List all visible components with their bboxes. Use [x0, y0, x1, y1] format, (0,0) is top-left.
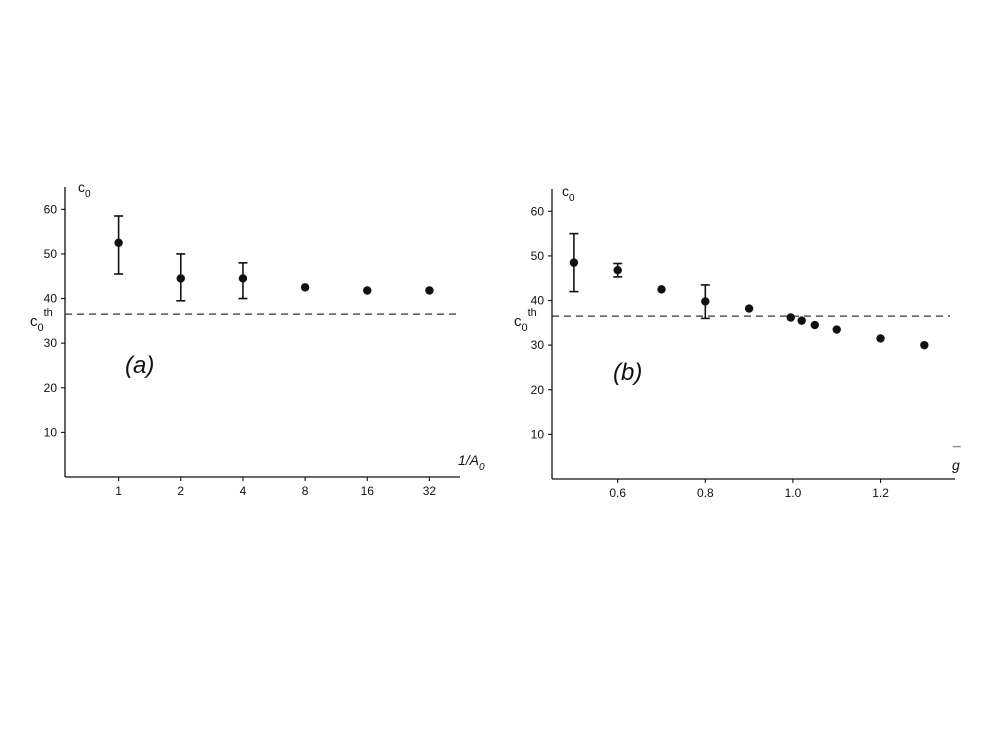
panel-a-y-tick-label: 50 — [44, 247, 58, 261]
panel-b-x-title: g — [952, 457, 960, 473]
panel-a-x-tick-label: 32 — [423, 484, 437, 498]
panel-a-y-tick-label: 20 — [44, 381, 58, 395]
panel-b-y-title: c0 — [562, 183, 575, 204]
panel-b-data-point — [810, 320, 820, 330]
panel-a-data-point — [425, 286, 434, 295]
panel-a-label: (a) — [125, 352, 154, 379]
panel-a-data-point — [176, 274, 185, 283]
panel-b-ref-label: c0th — [514, 307, 537, 334]
panel-a-y-tick-label: 10 — [44, 425, 58, 439]
panel-a-data-point — [363, 286, 372, 295]
panel-b-data-point — [657, 285, 666, 294]
panel-b-y-tick-label: 20 — [531, 383, 545, 397]
panel-b-x-tick-label: 0.8 — [697, 486, 714, 500]
panel-b-x-tick-label: 0.6 — [609, 486, 626, 500]
panel-b-data-point — [832, 325, 841, 334]
panel-a-data-point — [238, 274, 248, 283]
panel-b-data-point — [744, 304, 754, 313]
panel-a-x-title: 1/A0 — [458, 452, 485, 473]
panel-a-ref-label: c0th — [30, 307, 53, 334]
panel-b: c0 g ¯ (b) c0th 10 20 30 40 50 60 0.6 0.8 1.0 1.2 — [514, 183, 961, 500]
panel-a: c0 1/A0 (a) c0th 10 20 30 40 50 60 1 2 4 8 16 32 — [30, 179, 485, 498]
panel-b-label: (b) — [613, 359, 642, 386]
panel-b-y-tick-label: 10 — [531, 427, 545, 441]
panel-b-y-tick-label: 50 — [531, 249, 545, 263]
panel-b-data-point — [701, 297, 710, 306]
panel-b-y-tick-label: 30 — [531, 338, 545, 352]
panel-b-data-point — [786, 313, 795, 322]
panel-a-x-tick-label: 2 — [177, 484, 184, 498]
panel-a-x-tick-label: 1 — [115, 484, 122, 498]
panel-b-data-point — [920, 340, 929, 350]
panel-b-y-tick-label: 60 — [531, 204, 545, 218]
panel-b-y-tick-label: 40 — [531, 294, 545, 308]
panel-b-data-point — [797, 316, 806, 325]
panel-b-data-point — [876, 334, 885, 343]
panel-a-x-tick-label: 16 — [361, 484, 375, 498]
panel-a-y-tick-label: 60 — [44, 202, 58, 216]
panel-a-x-tick-label: 8 — [302, 484, 309, 498]
panel-b-x-tick-label: 1.0 — [785, 486, 802, 500]
panel-b-x-tick-label: 1.2 — [872, 486, 889, 500]
panel-b-data-point — [613, 266, 622, 275]
panel-b-data-point — [569, 258, 579, 267]
panel-a-data-point — [114, 238, 123, 247]
panel-a-y-tick-label: 30 — [44, 336, 58, 350]
panel-a-data-point — [300, 283, 310, 292]
panel-a-x-tick-label: 4 — [240, 484, 247, 498]
panel-a-y-tick-label: 40 — [44, 292, 58, 306]
panel-a-y-title: c0 — [78, 179, 91, 200]
panel-b-x-title-bar: ¯ — [952, 444, 961, 460]
